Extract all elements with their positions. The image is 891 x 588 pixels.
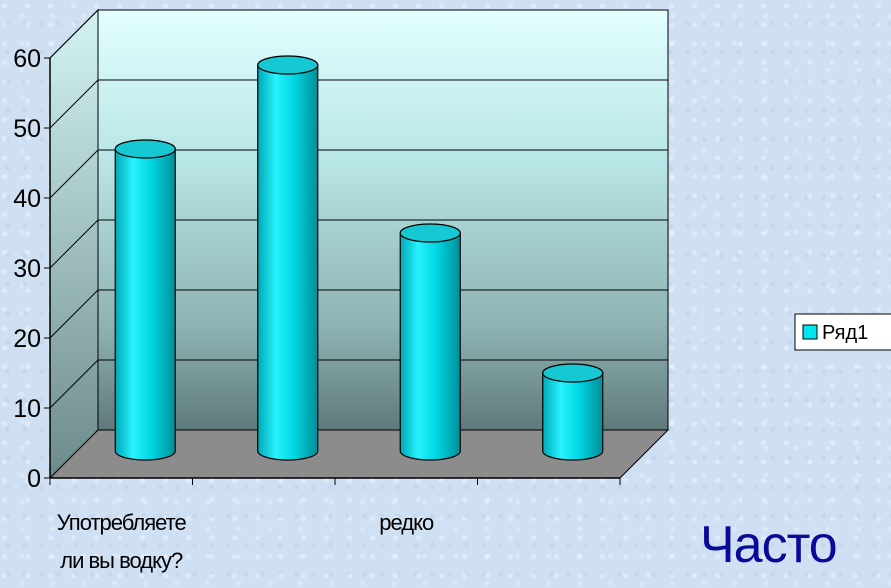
legend-swatch (802, 324, 818, 340)
y-tick-label: 50 (13, 115, 41, 143)
x-category-label: ли вы водку? (60, 548, 183, 573)
gridline-side (49, 79, 99, 129)
y-tick-label: 30 (13, 255, 41, 283)
bar-body (542, 372, 604, 461)
x-category-label: Употребляете (57, 510, 187, 535)
bar (257, 55, 319, 461)
gridline-side (49, 9, 99, 59)
legend-label: Ряд1 (822, 322, 868, 344)
bar-top (114, 139, 176, 159)
bar-top (257, 55, 319, 75)
bar-top (399, 223, 461, 243)
gridline-side (49, 219, 99, 269)
bar-body (114, 148, 176, 461)
footer-text: Часто (700, 516, 838, 574)
bar-body (257, 64, 319, 461)
bar (399, 223, 461, 461)
y-tick-label: 10 (13, 395, 41, 423)
y-tick-label: 0 (27, 465, 41, 493)
gridline-side (49, 149, 99, 199)
gridline-side (49, 289, 99, 339)
y-tick-label: 40 (13, 185, 41, 213)
x-category-label: редко (379, 510, 434, 535)
gridline-side (49, 359, 99, 409)
bar-top (542, 363, 604, 383)
bar-body (399, 232, 461, 461)
bar (114, 139, 176, 461)
bar (542, 363, 604, 461)
y-tick-label: 60 (13, 45, 41, 73)
y-tick-label: 20 (13, 325, 41, 353)
